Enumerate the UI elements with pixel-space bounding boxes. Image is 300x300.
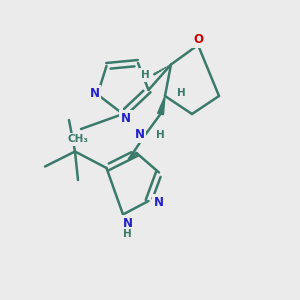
Text: H: H — [123, 229, 132, 239]
Text: H: H — [141, 70, 150, 80]
Text: N: N — [89, 86, 100, 100]
Text: H: H — [177, 88, 186, 98]
Polygon shape — [158, 96, 165, 115]
Text: N: N — [122, 217, 133, 230]
Text: N: N — [134, 128, 145, 142]
Text: N: N — [121, 112, 131, 125]
Text: N: N — [154, 196, 164, 209]
Text: O: O — [193, 33, 203, 46]
Text: H: H — [156, 130, 165, 140]
Text: CH₃: CH₃ — [68, 134, 88, 145]
